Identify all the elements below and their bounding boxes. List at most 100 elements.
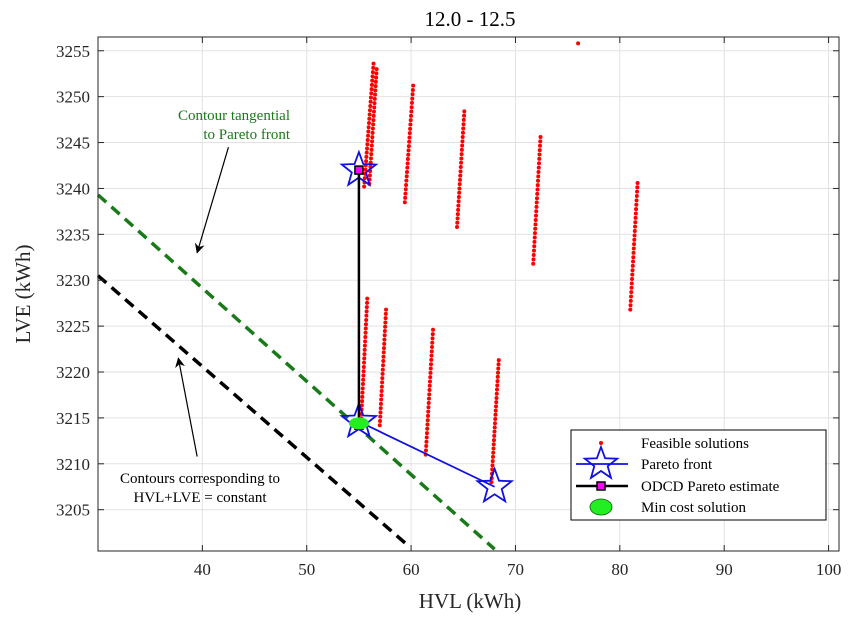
feasible-point — [407, 131, 412, 136]
feasible-point — [383, 316, 388, 321]
feasible-point — [537, 161, 542, 166]
y-tick-label: 3240 — [56, 179, 90, 198]
feasible-point — [496, 362, 501, 367]
feasible-point — [381, 346, 386, 351]
feasible-point — [370, 78, 375, 83]
feasible-point — [491, 442, 496, 447]
feasible-point — [455, 216, 460, 221]
feasible-point — [429, 357, 434, 362]
feasible-point — [426, 396, 431, 401]
annotation-arrow — [194, 146, 230, 254]
feasible-point — [496, 358, 501, 363]
feasible-point — [425, 418, 430, 423]
feasible-point — [456, 207, 461, 212]
annotations: Contour tangential to Pareto front Contour… — [120, 108, 291, 506]
feasible-point — [365, 137, 370, 142]
annotation-text: Contour tangential — [178, 108, 290, 124]
feasible-point — [632, 242, 637, 247]
feasible-point — [457, 186, 462, 191]
feasible-point — [461, 122, 466, 127]
feasible-point — [458, 165, 463, 170]
feasible-point — [459, 147, 464, 152]
x-tick-label: 60 — [403, 560, 420, 579]
feasible-point — [462, 109, 467, 114]
feasible-point — [362, 356, 367, 361]
feasible-point — [537, 156, 542, 161]
feasible-point — [404, 178, 409, 183]
feasible-point — [492, 429, 497, 434]
feasible-point — [459, 156, 464, 161]
feasible-point — [409, 100, 414, 105]
feasible-point — [379, 388, 384, 393]
feasible-point — [407, 135, 412, 140]
feasible-point — [360, 386, 365, 391]
feasible-point — [426, 409, 431, 414]
feasible-point — [493, 417, 498, 422]
feasible-point — [405, 161, 410, 166]
plot-frame — [97, 36, 840, 552]
feasible-point — [429, 353, 434, 358]
feasible-point — [531, 257, 536, 262]
feasible-point — [490, 454, 495, 459]
feasible-point — [431, 327, 436, 332]
feasible-point — [368, 99, 373, 104]
feasible-point — [532, 239, 537, 244]
feasible-point — [430, 340, 435, 345]
feasible-point — [364, 305, 369, 310]
feasible-point — [364, 313, 369, 318]
feasible-point — [381, 363, 386, 368]
feasible-point — [535, 187, 540, 192]
feasible-point — [373, 92, 378, 97]
feasible-point — [371, 113, 376, 118]
feasible-point — [384, 307, 389, 312]
feasible-point — [634, 207, 639, 212]
feasible-point — [371, 65, 376, 70]
y-tick-label: 3250 — [56, 88, 90, 107]
feasible-point — [538, 139, 543, 144]
feasible-point — [495, 387, 500, 392]
feasible-point — [430, 332, 435, 337]
feasible-point — [365, 146, 370, 151]
feasible-point — [371, 118, 376, 123]
feasible-point — [377, 423, 382, 428]
feasible-point — [630, 277, 635, 282]
legend: Feasible solutions Pareto front ODCD Paret… — [570, 429, 827, 521]
feasible-point — [403, 195, 408, 200]
legend-odcd-square — [596, 481, 606, 491]
feasible-point — [429, 349, 434, 354]
feasible-point — [381, 354, 386, 359]
feasible-point — [407, 139, 412, 144]
feasible-point — [427, 379, 432, 384]
feasible-point — [380, 371, 385, 376]
feasible-point — [372, 105, 377, 110]
feasible-point — [369, 152, 374, 157]
feasible-point — [406, 148, 411, 153]
feasible-point — [456, 203, 461, 208]
feasible-point — [370, 74, 375, 79]
feasible-point — [374, 71, 379, 76]
feasible-point — [409, 113, 414, 118]
feasible-point — [367, 108, 372, 113]
feasible-point — [538, 135, 543, 140]
feasible-point — [362, 176, 367, 181]
feasible-point — [455, 220, 460, 225]
feasible-point — [365, 142, 370, 147]
feasible-point — [630, 263, 635, 268]
feasible-point — [536, 169, 541, 174]
feasible-point — [634, 202, 639, 207]
feasible-point — [370, 135, 375, 140]
legend-mincost-symbol — [589, 498, 613, 516]
feasible-point — [536, 165, 541, 170]
feasible-point — [365, 296, 370, 301]
feasible-point — [364, 150, 369, 155]
feasible-point — [363, 335, 368, 340]
feasible-point — [366, 133, 371, 138]
feasible-point — [424, 444, 429, 449]
feasible-point — [409, 109, 414, 114]
feasible-point — [633, 220, 638, 225]
feasible-point — [460, 143, 465, 148]
feasible-point — [372, 101, 377, 106]
y-tick-label: 3220 — [56, 363, 90, 382]
feasible-point — [532, 244, 537, 249]
annotation-text: to Pareto front — [203, 127, 290, 143]
